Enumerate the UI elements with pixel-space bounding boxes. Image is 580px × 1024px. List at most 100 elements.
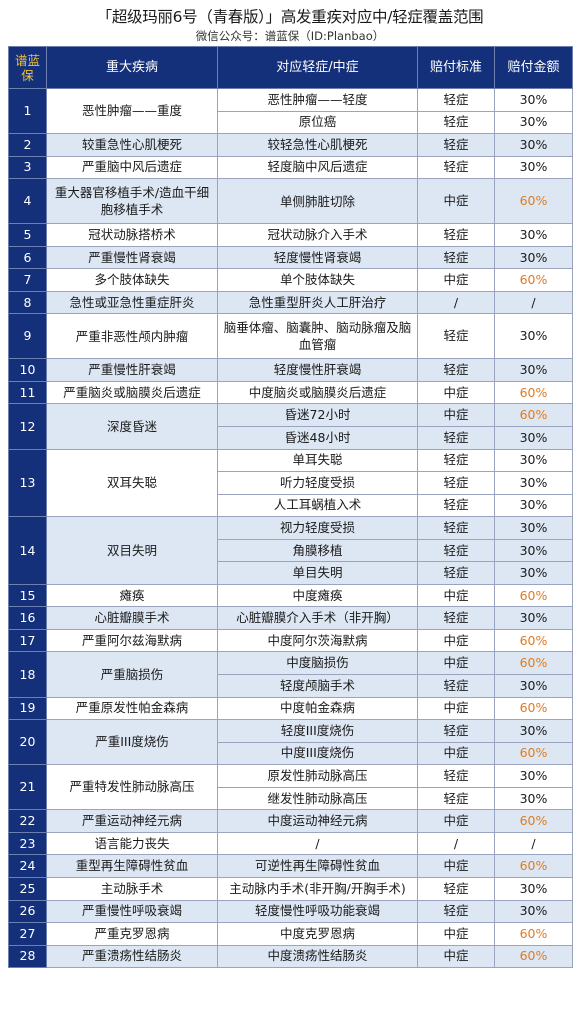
mild-condition-cell: 轻度III度烧伤 (217, 719, 418, 743)
table-row: 28 严重溃疡性结肠炎 中度溃疡性结肠炎 中症 60% (8, 944, 573, 969)
mild-condition-cell: 脑垂体瘤、脑囊肿、脑动脉瘤及脑血管瘤 (217, 313, 418, 360)
claim-amount-cell: 60% (494, 922, 573, 946)
mild-condition-cell: 轻度慢性肾衰竭 (217, 245, 418, 270)
mild-condition-cell: 中度溃疡性结肠炎 (217, 944, 418, 969)
claim-amount-cell: 30% (494, 448, 573, 473)
row-index: 7 (8, 268, 47, 292)
row-index: 13 (8, 448, 47, 518)
major-disease-cell: 严重脑炎或脑膜炎后遗症 (46, 380, 218, 405)
claim-standard-cell: 轻症 (417, 786, 495, 811)
table-row: 6 严重慢性肾衰竭 轻度慢性肾衰竭 轻症 30% (8, 245, 573, 270)
table-row: 12 深度昏迷 昏迷72小时 中症 60% (8, 403, 573, 450)
claim-amount-cell: 30% (494, 245, 573, 270)
major-disease-cell: 严重溃疡性结肠炎 (46, 944, 218, 969)
header-mild-moderate: 对应轻症/中症 (217, 46, 418, 89)
mild-condition-cell: 角膜移植 (217, 538, 418, 563)
table-row: 9 严重非恶性颅内肿瘤 脑垂体瘤、脑囊肿、脑动脉瘤及脑血管瘤 轻症 30% (8, 313, 573, 360)
claim-amount-cell: 60% (494, 628, 573, 653)
row-index: 27 (8, 922, 47, 946)
header-major-disease: 重大疾病 (46, 46, 218, 89)
claim-standard-cell: 轻症 (417, 674, 495, 698)
claim-standard-cell: 轻症 (417, 561, 495, 585)
mild-condition-cell: 单耳失聪 (217, 448, 418, 473)
mild-condition-cell: 轻度脑中风后遗症 (217, 155, 418, 180)
table-row: 3 严重脑中风后遗症 轻度脑中风后遗症 轻症 30% (8, 155, 573, 180)
claim-amount-cell: 60% (494, 741, 573, 766)
table-row: 19 严重原发性帕金森病 中度帕金森病 中症 60% (8, 696, 573, 721)
mild-condition-cell: 继发性肺动脉高压 (217, 786, 418, 811)
claim-standard-cell: 轻症 (417, 448, 495, 473)
table-row: 中度III度烧伤 中症 60% (9, 741, 573, 766)
row-index: 15 (8, 583, 47, 608)
claim-amount-cell: 60% (494, 854, 573, 878)
row-index: 20 (8, 719, 47, 766)
row-index: 23 (8, 831, 47, 856)
claim-amount-cell: 60% (494, 268, 573, 292)
claim-standard-cell: 轻症 (417, 223, 495, 247)
table-row: 14 双目失明 视力轻度受损 轻症 30% (8, 516, 573, 585)
row-index: 18 (8, 651, 47, 698)
claim-standard-cell: 轻症 (417, 764, 495, 788)
claim-amount-cell: 30% (494, 133, 573, 157)
table-row: 21 严重特发性肺动脉高压 原发性肺动脉高压 轻症 30% (8, 764, 573, 811)
table-row: 1 恶性肿瘤——重度 恶性肿瘤——轻度 轻症 30% (8, 87, 573, 135)
table-row: 2 较重急性心肌梗死 较轻急性心肌梗死 轻症 30% (8, 133, 573, 157)
major-disease-cell: 恶性肿瘤——重度 (46, 87, 218, 135)
major-disease-cell: 主动脉手术 (46, 876, 218, 901)
header-claim-standard: 赔付标准 (417, 46, 495, 89)
major-disease-cell: 重型再生障碍性贫血 (46, 854, 218, 878)
claim-standard-cell: 中症 (417, 809, 495, 833)
row-index: 19 (8, 696, 47, 721)
table-row: 听力轻度受损 轻症 30% (9, 471, 573, 495)
row-index: 16 (8, 606, 47, 630)
major-disease-cell: 双耳失聪 (46, 448, 218, 518)
row-index: 28 (8, 944, 47, 969)
page-subtitle: 微信公众号：谱蓝保（ID:Planbao） (195, 29, 385, 43)
claim-standard-cell: 轻症 (417, 471, 495, 495)
row-index: 17 (8, 628, 47, 653)
row-index: 5 (8, 223, 47, 247)
header-brand: 谱蓝保 (8, 46, 47, 89)
claim-standard-cell: 中症 (417, 854, 495, 878)
major-disease-cell: 严重运动神经元病 (46, 809, 218, 833)
claim-amount-cell: 30% (494, 155, 573, 180)
row-index: 3 (8, 155, 47, 180)
mild-condition-cell: 单侧肺脏切除 (217, 178, 418, 225)
claim-amount-cell: 30% (494, 223, 573, 247)
claim-standard-cell: 中症 (417, 583, 495, 608)
mild-condition-cell: 听力轻度受损 (217, 471, 418, 495)
major-disease-cell: 严重克罗恩病 (46, 922, 218, 946)
claim-standard-cell: 轻症 (417, 899, 495, 924)
claim-standard-cell: 中症 (417, 178, 495, 225)
mild-condition-cell: 冠状动脉介入手术 (217, 223, 418, 247)
claim-amount-cell: 30% (494, 358, 573, 382)
mild-condition-cell: 中度阿尔茨海默病 (217, 628, 418, 653)
row-index: 14 (8, 516, 47, 585)
claim-standard-cell: / (417, 831, 495, 856)
claim-amount-cell: 60% (494, 178, 573, 225)
table-row: 22 严重运动神经元病 中度运动神经元病 中症 60% (8, 809, 573, 833)
mild-condition-cell: 轻度颅脑手术 (217, 674, 418, 698)
table-row: 11 严重脑炎或脑膜炎后遗症 中度脑炎或脑膜炎后遗症 中症 60% (8, 380, 573, 405)
mild-condition-cell: 急性重型肝炎人工肝治疗 (217, 290, 418, 315)
major-disease-cell: 严重III度烧伤 (46, 719, 218, 766)
claim-amount-cell: / (494, 290, 573, 315)
mild-condition-cell: 中度脑炎或脑膜炎后遗症 (217, 380, 418, 405)
row-index: 21 (8, 764, 47, 811)
major-disease-cell: 严重脑中风后遗症 (46, 155, 218, 180)
claim-amount-cell: 30% (494, 493, 573, 518)
claim-standard-cell: 轻症 (417, 426, 495, 450)
major-disease-cell: 严重非恶性颅内肿瘤 (46, 313, 218, 360)
claim-standard-cell: 中症 (417, 403, 495, 428)
claim-amount-cell: 30% (494, 538, 573, 563)
major-disease-cell: 多个肢体缺失 (46, 268, 218, 292)
claim-amount-cell: 60% (494, 403, 573, 428)
claim-standard-cell: 中症 (417, 628, 495, 653)
claim-standard-cell: 轻症 (417, 358, 495, 382)
table-row: 24 重型再生障碍性贫血 可逆性再生障碍性贫血 中症 60% (8, 854, 573, 878)
table-row: 27 严重克罗恩病 中度克罗恩病 中症 60% (8, 922, 573, 946)
major-disease-cell: 急性或亚急性重症肝炎 (46, 290, 218, 315)
claim-amount-cell: 30% (494, 426, 573, 450)
table-row: 23 语言能力丧失 / / / (8, 831, 573, 856)
mild-condition-cell: 昏迷72小时 (217, 403, 418, 428)
